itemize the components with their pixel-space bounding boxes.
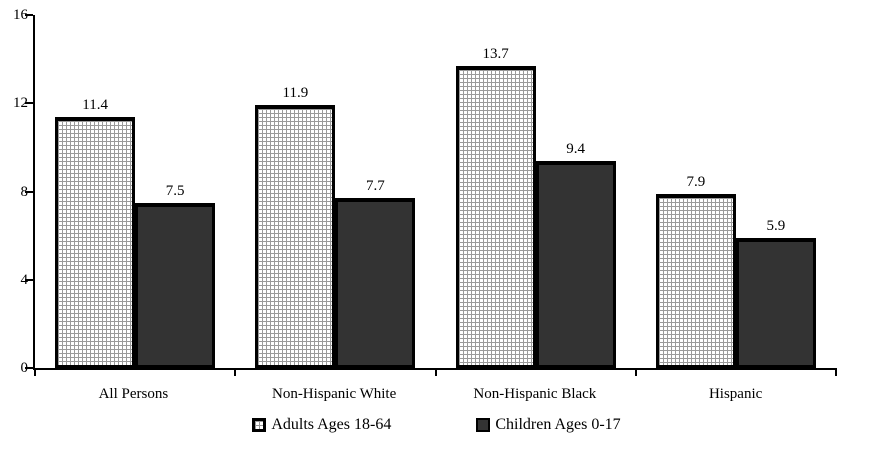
category-label: Hispanic — [708, 386, 763, 402]
bar-value-label: 13.7 — [482, 45, 509, 62]
bar-value-label: 11.4 — [82, 96, 108, 113]
y-axis-tick — [25, 367, 33, 369]
category-label: All Persons — [98, 386, 169, 402]
bar-value-label: 7.9 — [686, 173, 706, 190]
y-axis-tick — [25, 190, 33, 193]
bar-children-ages-0-17: 7.5 — [135, 183, 216, 368]
y-axis-tick-label: 4 — [20, 271, 29, 288]
bar-adults-ages-18-64: 11.9 — [255, 85, 336, 368]
x-axis-tick — [234, 368, 237, 376]
bar-value-label: 9.4 — [566, 140, 585, 157]
x-axis-tick — [634, 368, 637, 376]
plot-area: 11.4 7.5 11.9 7.7 13.7 9.4 7.9 5.9 0 4 8 12 16 — [13, 7, 837, 376]
y-axis-tick — [25, 102, 33, 105]
y-axis-tick-label: 12 — [13, 95, 28, 112]
y-axis-tick-label: 8 — [20, 183, 29, 200]
x-axis-tick — [835, 368, 837, 376]
legend-label: Children Ages 0-17 — [495, 416, 621, 433]
category-label: Non-Hispanic White — [271, 386, 397, 402]
legend-item: Adults Ages 18-64 — [252, 415, 391, 435]
category-label: Non-Hispanic Black — [473, 386, 597, 402]
y-axis-tick-label: 0 — [20, 360, 29, 376]
bar-adults-ages-18-64: 11.4 — [55, 97, 136, 368]
bar-value-label: 11.9 — [282, 85, 309, 102]
legend-item: Children Ages 0-17 — [476, 415, 621, 435]
y-axis-tick — [25, 14, 33, 16]
legend-label: Adults Ages 18-64 — [271, 416, 392, 433]
bar-group: 11.9 7.7 — [235, 15, 435, 368]
bar-value-label: 5.9 — [766, 217, 786, 234]
bar-value-label: 7.5 — [165, 182, 185, 199]
x-axis-tick — [34, 368, 36, 376]
legend: Adults Ages 18-64 Children Ages 0-17 — [0, 415, 873, 435]
legend-swatch-icon — [476, 418, 491, 432]
bar-children-ages-0-17: 5.9 — [735, 218, 816, 368]
x-axis-tick — [434, 368, 437, 376]
y-axis-tick — [25, 278, 33, 281]
bar-groups: 11.4 7.5 11.9 7.7 13.7 9.4 7.9 5.9 — [35, 15, 836, 368]
bar-children-ages-0-17: 7.7 — [335, 178, 416, 368]
category-labels: All Persons Non-Hispanic White Non-Hispani… — [33, 384, 836, 404]
legend-swatch-icon — [252, 418, 267, 432]
bar-group: 7.9 5.9 — [636, 15, 836, 368]
y-axis-tick-label: 16 — [13, 7, 28, 23]
bar-group: 13.7 9.4 — [436, 15, 636, 368]
bar-adults-ages-18-64: 13.7 — [455, 46, 536, 368]
bar-value-label: 7.7 — [366, 178, 385, 195]
bar-adults-ages-18-64: 7.9 — [655, 174, 736, 368]
bar-children-ages-0-17: 9.4 — [535, 141, 616, 368]
bar-group: 11.4 7.5 — [35, 15, 235, 368]
